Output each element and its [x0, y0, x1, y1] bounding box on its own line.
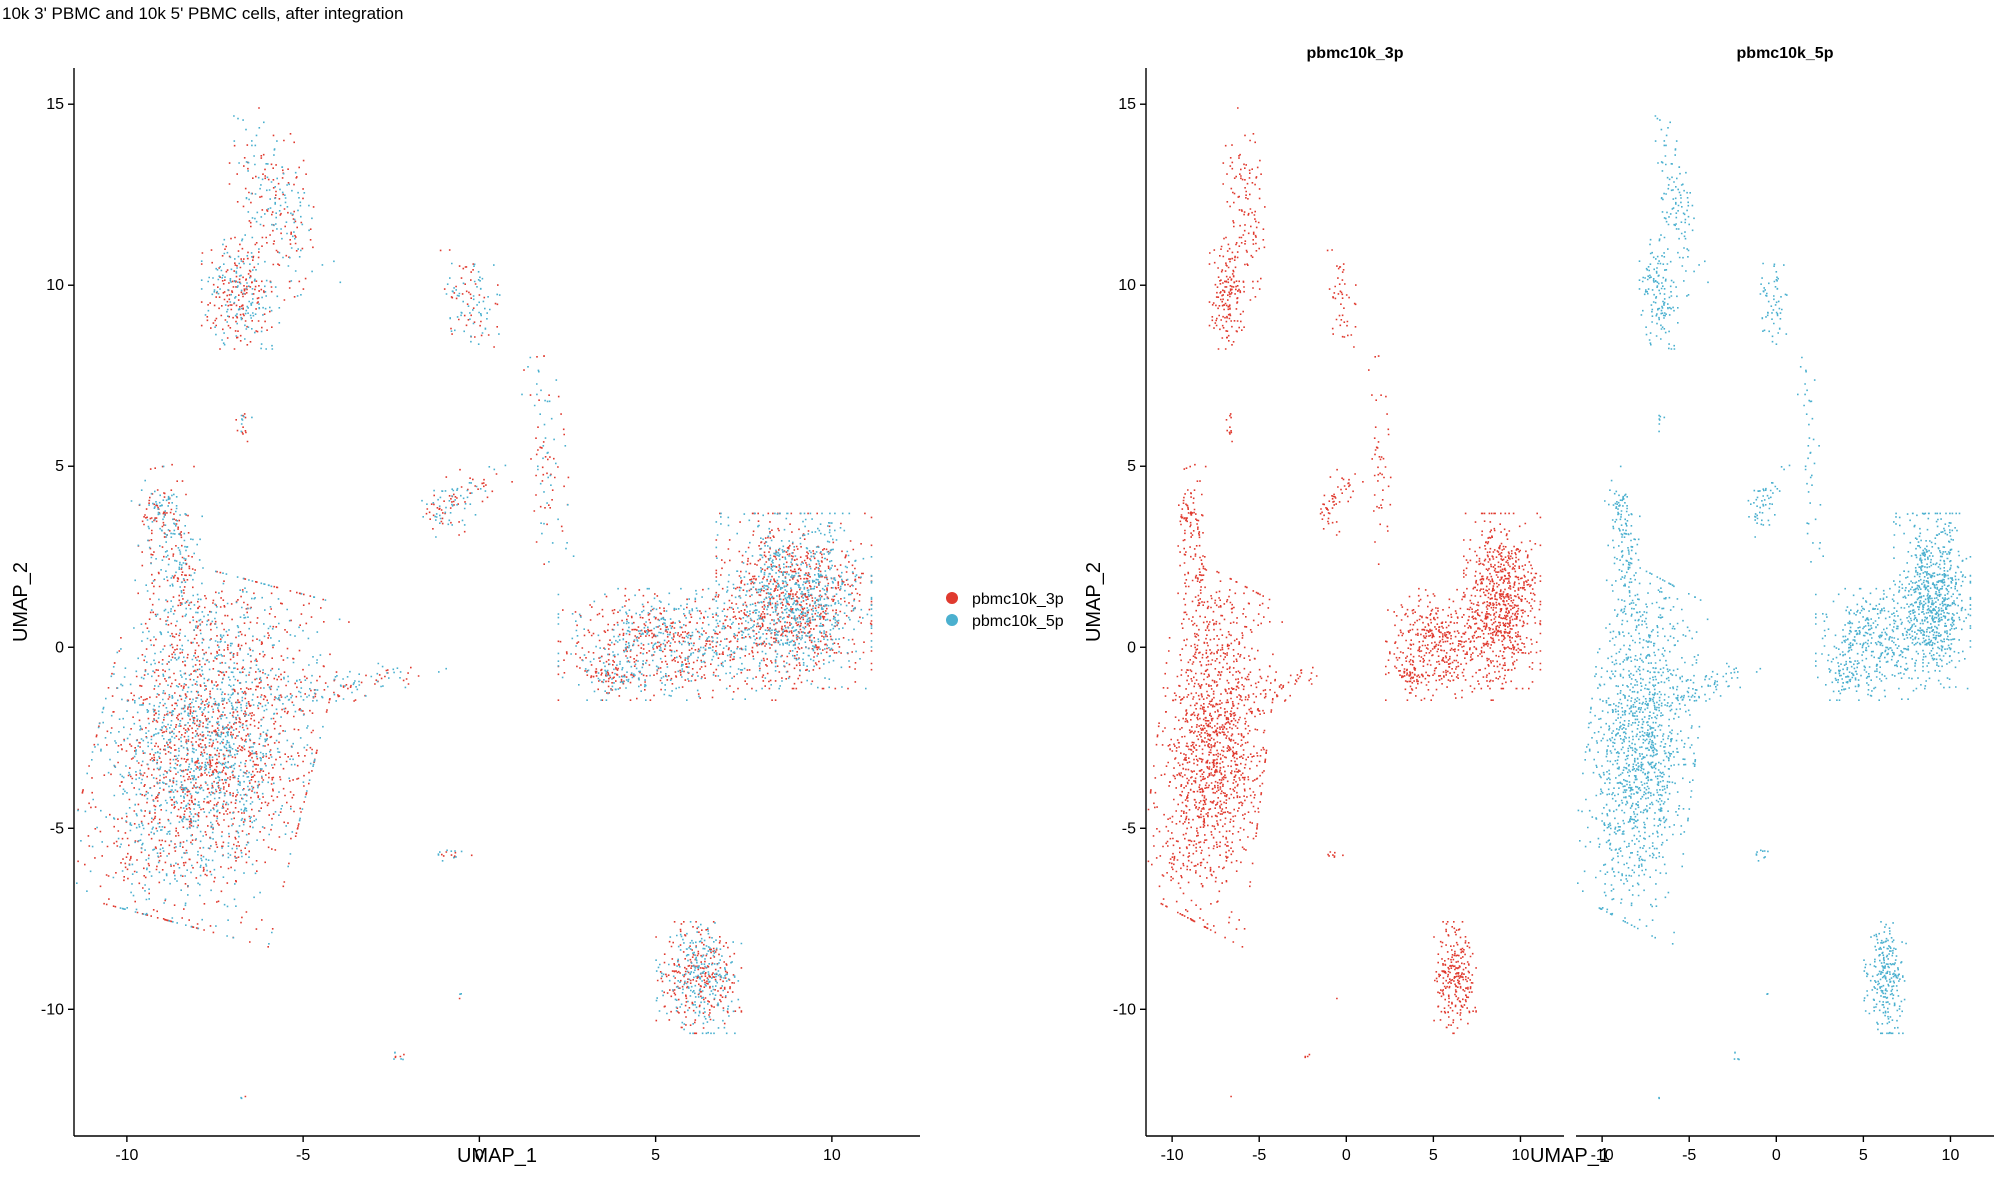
facet-pbmc10k_3p-x-tick-label: -5: [1252, 1147, 1266, 1164]
facet-pbmc10k_5p-x-tick-label: -10: [1591, 1147, 1614, 1164]
facet-title-pbmc10k_5p: pbmc10k_5p: [1737, 45, 1834, 62]
combined-points-layer: [76, 107, 873, 1100]
facet-pbmc10k_3p-points-pbmc10k_3p: [1147, 107, 1542, 1098]
combined-x-tick-label: 5: [651, 1147, 660, 1164]
split-x-axis-title: UMAP_1: [1530, 1145, 1610, 1167]
legend-label-pbmc10k_5p: pbmc10k_5p: [972, 613, 1064, 630]
combined-points-pbmc10k_5p: [76, 115, 873, 1100]
split-y-axis-title: UMAP_2: [1083, 562, 1105, 642]
combined-x-tick-label: -5: [296, 1147, 310, 1164]
combined-y-tick-label: 5: [55, 458, 64, 475]
facet-pbmc10k_3p-x-tick-label: 5: [1429, 1147, 1438, 1164]
combined-y-axis-title: UMAP_2: [10, 562, 32, 642]
split-axes: -10 -5 0 5 10 -10 -5 0 5 10 15 pbmc10k_3p -10 -5 0 5 10 p…: [1083, 45, 1994, 1167]
facet-pbmc10k_3p-y-tick-label: -10: [1113, 1001, 1136, 1018]
facet-pbmc10k_5p-x-tick-label: 10: [1942, 1147, 1960, 1164]
combined-x-tick-label: 10: [823, 1147, 841, 1164]
legend-label-pbmc10k_3p: pbmc10k_3p: [972, 591, 1064, 608]
combined-x-axis-title: UMAP_1: [457, 1145, 537, 1167]
legend-key-pbmc10k_3p: [946, 592, 958, 604]
facet-pbmc10k_3p-x-tick-label: 0: [1342, 1147, 1351, 1164]
facet-pbmc10k_3p-y-tick-label: 10: [1118, 277, 1136, 294]
figure-title: 10k 3' PBMC and 10k 5' PBMC cells, after…: [2, 4, 404, 23]
legend-key-pbmc10k_5p: [946, 614, 958, 626]
facet-pbmc10k_3p-y-tick-label: -5: [1122, 820, 1136, 837]
facet-pbmc10k_5p-points-pbmc10k_5p: [1577, 115, 1972, 1100]
facet-pbmc10k_3p-y-tick-label: 15: [1118, 96, 1136, 113]
combined-x-tick-label: 0: [475, 1147, 484, 1164]
combined-y-tick-label: 15: [46, 96, 64, 113]
combined-x-tick-label: -10: [115, 1147, 138, 1164]
combined-y-tick-label: 10: [46, 277, 64, 294]
facet-pbmc10k_5p-x-tick-label: 0: [1772, 1147, 1781, 1164]
legend: pbmc10k_3p pbmc10k_5p: [946, 591, 1064, 630]
facet-pbmc10k_3p-x-tick-label: -10: [1161, 1147, 1184, 1164]
facet-title-pbmc10k_3p: pbmc10k_3p: [1307, 45, 1404, 62]
combined-points-pbmc10k_3p: [77, 107, 873, 1098]
combined-y-tick-label: 0: [55, 639, 64, 656]
combined-y-tick-label: -10: [41, 1001, 64, 1018]
facet-pbmc10k_5p-x-tick-label: 5: [1859, 1147, 1868, 1164]
facet-pbmc10k_3p-y-tick-label: 0: [1127, 639, 1136, 656]
combined-axes: -10 -5 0 5 10 -10 -5 0 5 10 15 UMAP_1 UMAP_2: [10, 68, 920, 1167]
facet-pbmc10k_5p-x-tick-label: -5: [1682, 1147, 1696, 1164]
combined-y-tick-label: -5: [50, 820, 64, 837]
facet-pbmc10k_3p-x-tick-label: 10: [1512, 1147, 1530, 1164]
split-points-layer: [1147, 107, 1972, 1100]
facet-pbmc10k_3p-y-tick-label: 5: [1127, 458, 1136, 475]
